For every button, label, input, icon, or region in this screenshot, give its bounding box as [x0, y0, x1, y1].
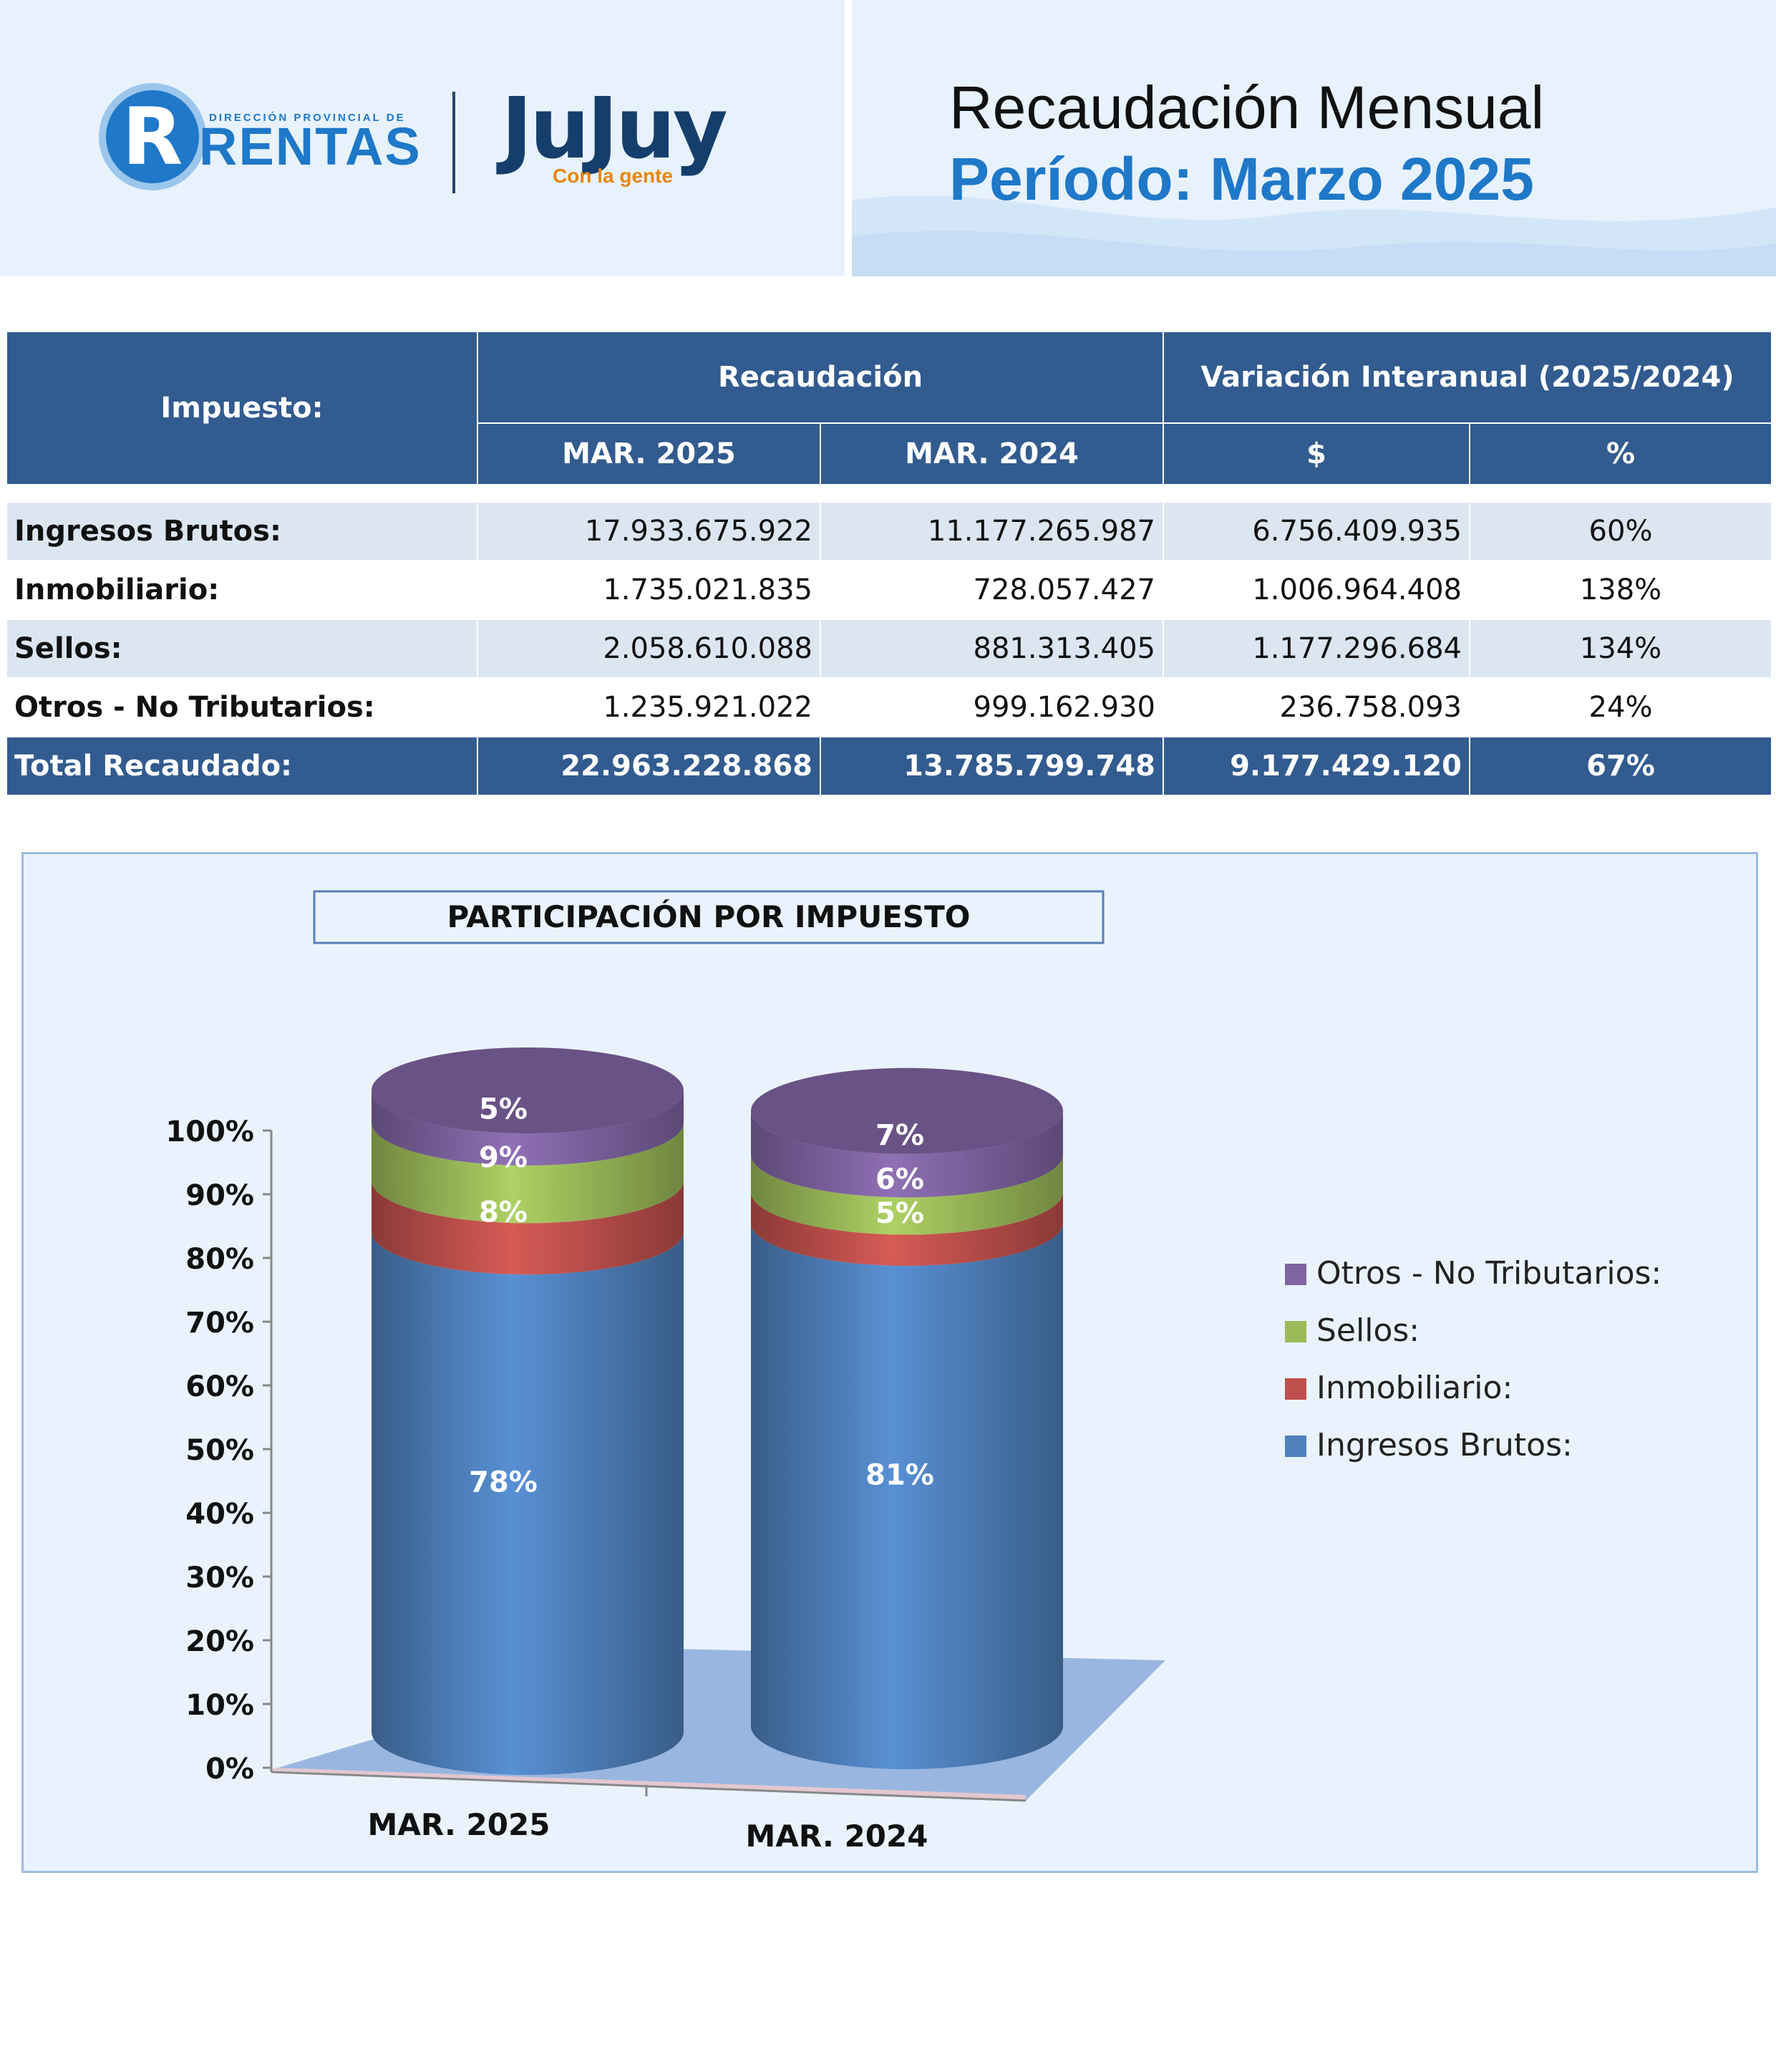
- bar-segment: [751, 1110, 1063, 1198]
- y-tick-label: 100%: [165, 1115, 254, 1148]
- legend-label: Otros - No Tributarios:: [1316, 1255, 1661, 1292]
- y-tick-label: 0%: [205, 1753, 254, 1786]
- bar-segment: [751, 1154, 1063, 1235]
- participation-chart: PARTICIPACIÓN POR IMPUESTO 0% 10% 20% 30% 40%…: [165, 890, 1661, 1854]
- row-variation: 1.006.964.408: [1163, 560, 1470, 620]
- y-tick-label: 90%: [185, 1179, 254, 1212]
- data-label: 7%: [875, 1119, 924, 1152]
- total-percent: 67%: [1468, 736, 1773, 796]
- y-tick-label: 70%: [185, 1307, 254, 1340]
- header-logo-panel: R DIRECCIÓN PROVINCIAL DE RENTAS JuJuy C…: [0, 0, 845, 276]
- table-row: Otros - No Tributarios: 1.235.921.022 99…: [6, 677, 1773, 737]
- logo-subtitle: DIRECCIÓN PROVINCIAL DE: [209, 112, 406, 124]
- wave-decoration: [852, 195, 1776, 276]
- data-label: 9%: [479, 1141, 528, 1174]
- row-value-2024: 11.177.265.987: [820, 501, 1164, 561]
- legend-label: Ingresos Brutos:: [1316, 1427, 1573, 1463]
- data-label: 5%: [875, 1197, 924, 1230]
- row-value-2025: 2.058.610.088: [477, 619, 821, 679]
- header-mar-2024: MAR. 2024: [820, 422, 1164, 485]
- header-percent: %: [1468, 422, 1773, 485]
- legend-label: Sellos:: [1316, 1312, 1420, 1349]
- logo-rentas-text: RENTAS: [199, 117, 422, 176]
- bar-segment: [751, 1191, 1063, 1266]
- header-impuesto: Impuesto:: [6, 331, 478, 485]
- row-value-2024: 881.313.405: [820, 619, 1164, 679]
- total-value-2024: 13.785.799.748: [820, 736, 1164, 796]
- row-percent: 138%: [1468, 560, 1773, 620]
- row-percent: 60%: [1468, 501, 1773, 561]
- y-tick-label: 50%: [185, 1434, 254, 1467]
- chart-title: PARTICIPACIÓN POR IMPUESTO: [447, 899, 970, 934]
- row-impuesto: Otros - No Tributarios:: [6, 677, 478, 737]
- jujuy-tagline: Con la gente: [553, 165, 674, 187]
- chart-title-box: [313, 890, 1105, 944]
- y-tick-label: 20%: [185, 1625, 254, 1658]
- data-label: 81%: [865, 1458, 934, 1491]
- legend-label: Inmobiliario:: [1316, 1370, 1513, 1406]
- legend-swatch: [1285, 1436, 1306, 1457]
- total-label: Total Recaudado:: [6, 736, 478, 796]
- bar-segment: [372, 1122, 684, 1224]
- header-recaudacion: Recaudación: [477, 331, 1164, 424]
- y-tick-label: 80%: [185, 1243, 254, 1276]
- row-value-2025: 1.235.921.022: [477, 677, 821, 737]
- legend-swatch: [1285, 1321, 1306, 1342]
- row-value-2024: 999.162.930: [820, 677, 1164, 737]
- bar-segment: [372, 1090, 684, 1166]
- data-label: 5%: [479, 1093, 528, 1125]
- row-variation: 1.177.296.684: [1163, 619, 1470, 679]
- jujuy-logo: JuJuy: [501, 79, 728, 178]
- total-variation: 9.177.429.120: [1163, 736, 1470, 796]
- row-value-2025: 17.933.675.922: [477, 501, 821, 561]
- bar-top: [751, 1068, 1063, 1154]
- x-tick-label: MAR. 2024: [746, 1819, 928, 1854]
- row-percent: 134%: [1468, 619, 1773, 679]
- table-row: Sellos: 2.058.610.088 881.313.405 1.177.…: [6, 619, 1773, 679]
- row-impuesto: Ingresos Brutos:: [6, 501, 478, 561]
- x-axis-line: [271, 1771, 1027, 1802]
- data-label: 6%: [875, 1163, 924, 1196]
- rentas-logo-icon: R: [106, 90, 199, 183]
- header-mar-2025: MAR. 2025: [477, 422, 821, 485]
- table-total-row: Total Recaudado: 22.963.228.868 13.785.7…: [6, 736, 1773, 796]
- legend-swatch: [1285, 1378, 1306, 1400]
- row-percent: 24%: [1468, 677, 1773, 737]
- row-variation: 236.758.093: [1163, 677, 1470, 737]
- header-variacion: Variación Interanual (2025/2024): [1162, 331, 1773, 424]
- y-tick-label: 40%: [185, 1498, 254, 1531]
- bar-segment: [751, 1222, 1063, 1769]
- row-impuesto: Sellos:: [6, 619, 478, 679]
- bar-segment: [372, 1180, 684, 1275]
- logo-divider: [452, 92, 455, 193]
- bar-segment: [372, 1231, 684, 1775]
- row-variation: 6.756.409.935: [1163, 501, 1470, 561]
- y-tick-label: 60%: [185, 1370, 254, 1403]
- legend-swatch: [1285, 1264, 1306, 1285]
- recaudacion-table: Impuesto: Recaudación Variación Interanu…: [6, 331, 1773, 796]
- bar-top: [372, 1047, 684, 1133]
- data-label: 78%: [469, 1466, 538, 1499]
- table-row: Inmobiliario: 1.735.021.835 728.057.427 …: [6, 560, 1773, 620]
- y-tick-label: 10%: [185, 1689, 254, 1722]
- row-value-2025: 1.735.021.835: [477, 560, 821, 620]
- total-value-2025: 22.963.228.868: [477, 736, 821, 796]
- page-subtitle: Período: Marzo 2025: [949, 145, 1534, 213]
- header-dollar: $: [1163, 422, 1470, 485]
- x-tick-label: MAR. 2025: [368, 1807, 550, 1842]
- data-label: 8%: [479, 1196, 528, 1229]
- page-title: Recaudación Mensual: [949, 74, 1545, 141]
- header-title-panel: [852, 0, 1776, 276]
- y-tick-label: 30%: [185, 1562, 254, 1594]
- chart-container: PARTICIPACIÓN POR IMPUESTO 0% 10% 20% 30% 40%…: [21, 852, 1758, 1873]
- row-value-2024: 728.057.427: [820, 560, 1164, 620]
- row-impuesto: Inmobiliario:: [6, 560, 478, 620]
- table-row: Ingresos Brutos: 17.933.675.922 11.177.2…: [6, 501, 1773, 561]
